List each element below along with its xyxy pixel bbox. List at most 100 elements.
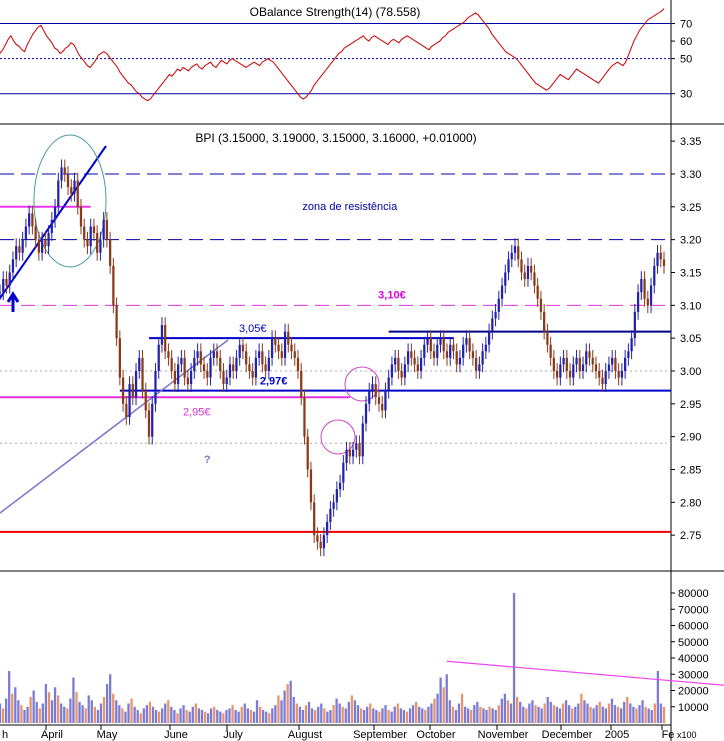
volume-tick-label: 20000 [678, 686, 709, 698]
volume-bar [580, 693, 583, 723]
volume-bar [53, 687, 57, 723]
volume-bar [320, 703, 323, 723]
volume-bar [262, 710, 265, 723]
price-candle [245, 351, 248, 365]
price-candle [533, 272, 536, 286]
volume-bar [375, 710, 378, 723]
volume-bar [99, 703, 103, 723]
price-candle [491, 318, 494, 332]
volume-bar [216, 710, 219, 723]
price-candle [18, 246, 21, 253]
x-tick-label: April [41, 729, 63, 741]
price-candle [138, 357, 141, 371]
volume-bar [396, 703, 399, 723]
price-candle [8, 272, 11, 286]
volume-bar [442, 687, 445, 723]
volume-bar [8, 671, 11, 723]
price-title: BPI (3.15000, 3.19000, 3.15000, 3.16000,… [195, 131, 476, 145]
price-candle [189, 370, 193, 385]
price-candle [374, 384, 377, 398]
volume-tick-label: 70000 [678, 604, 709, 616]
price-candle [86, 239, 89, 247]
price-candle [79, 206, 83, 227]
price-candle [620, 370, 624, 378]
volume-bar [225, 710, 228, 723]
volume-bar [29, 697, 32, 723]
volume-bar [525, 708, 528, 723]
price-candle [322, 535, 326, 549]
price-candle [565, 357, 568, 371]
price-candle [209, 357, 212, 378]
price-candle [630, 338, 633, 352]
price-candle [355, 443, 358, 450]
volume-bar [571, 708, 574, 723]
trendline-support [0, 339, 229, 514]
price-candle [183, 357, 186, 378]
price-candle [264, 364, 267, 371]
price-annotation: 3,10€ [378, 290, 406, 302]
price-candle [364, 403, 368, 424]
volume-bar [118, 705, 121, 723]
price-candle [248, 364, 251, 371]
x-tick-label: August [288, 729, 322, 741]
volume-bar [491, 708, 494, 723]
price-candle [465, 338, 468, 345]
price-candle [400, 370, 403, 378]
price-tick-label: 3.05 [680, 333, 701, 345]
price-candle [131, 384, 134, 398]
volume-bar [151, 706, 155, 723]
price-annotation: ? [204, 454, 211, 466]
volume-bar [613, 705, 617, 723]
volume-bar [470, 710, 473, 723]
price-candle [462, 344, 465, 358]
volume-bar [540, 708, 543, 723]
volume-bar [317, 706, 320, 723]
volume-bar [418, 706, 421, 723]
price-candle [633, 311, 636, 339]
price-candle [594, 364, 598, 371]
volume-bar [255, 700, 259, 723]
volume-bar [87, 695, 90, 723]
volume-bar [476, 701, 479, 723]
price-candle [559, 364, 562, 378]
price-candle [283, 331, 287, 358]
price-candle [326, 522, 329, 536]
x-tick-label: December [542, 729, 593, 741]
volume-bar [335, 698, 338, 723]
volume-bar [323, 708, 326, 723]
price-candle [11, 259, 15, 273]
price-candle [604, 370, 607, 385]
price-candle [478, 364, 481, 371]
volume-bar [635, 708, 638, 723]
price-candle [193, 357, 196, 371]
price-candle [296, 357, 300, 371]
price-candle [455, 351, 458, 365]
price-candle [371, 384, 374, 391]
price-candle [5, 279, 8, 286]
price-candle [66, 173, 70, 188]
price-candle [199, 351, 202, 365]
rsi-tick-label: 70 [680, 19, 692, 31]
price-candle [452, 344, 455, 352]
price-candle [53, 206, 57, 220]
volume-bar [109, 674, 112, 723]
volume-tick-label: 60000 [678, 621, 709, 633]
price-candle [432, 351, 436, 358]
volume-bar [473, 705, 476, 723]
volume-bar [583, 700, 586, 723]
price-candle [24, 226, 28, 240]
volume-bar [170, 706, 173, 723]
price-candle [504, 272, 507, 286]
x-tick-label: h [2, 729, 8, 741]
volume-bar [274, 705, 277, 723]
price-candle [96, 233, 99, 253]
volume-bar [415, 701, 418, 723]
volume-bar [258, 706, 262, 723]
price-candle [232, 364, 235, 371]
price-tick-label: 2.90 [680, 432, 701, 444]
x-tick-label: June [164, 729, 188, 741]
price-candle [125, 403, 128, 417]
volume-bar [277, 695, 280, 723]
price-candle [128, 384, 131, 417]
volume-bar [506, 700, 510, 723]
